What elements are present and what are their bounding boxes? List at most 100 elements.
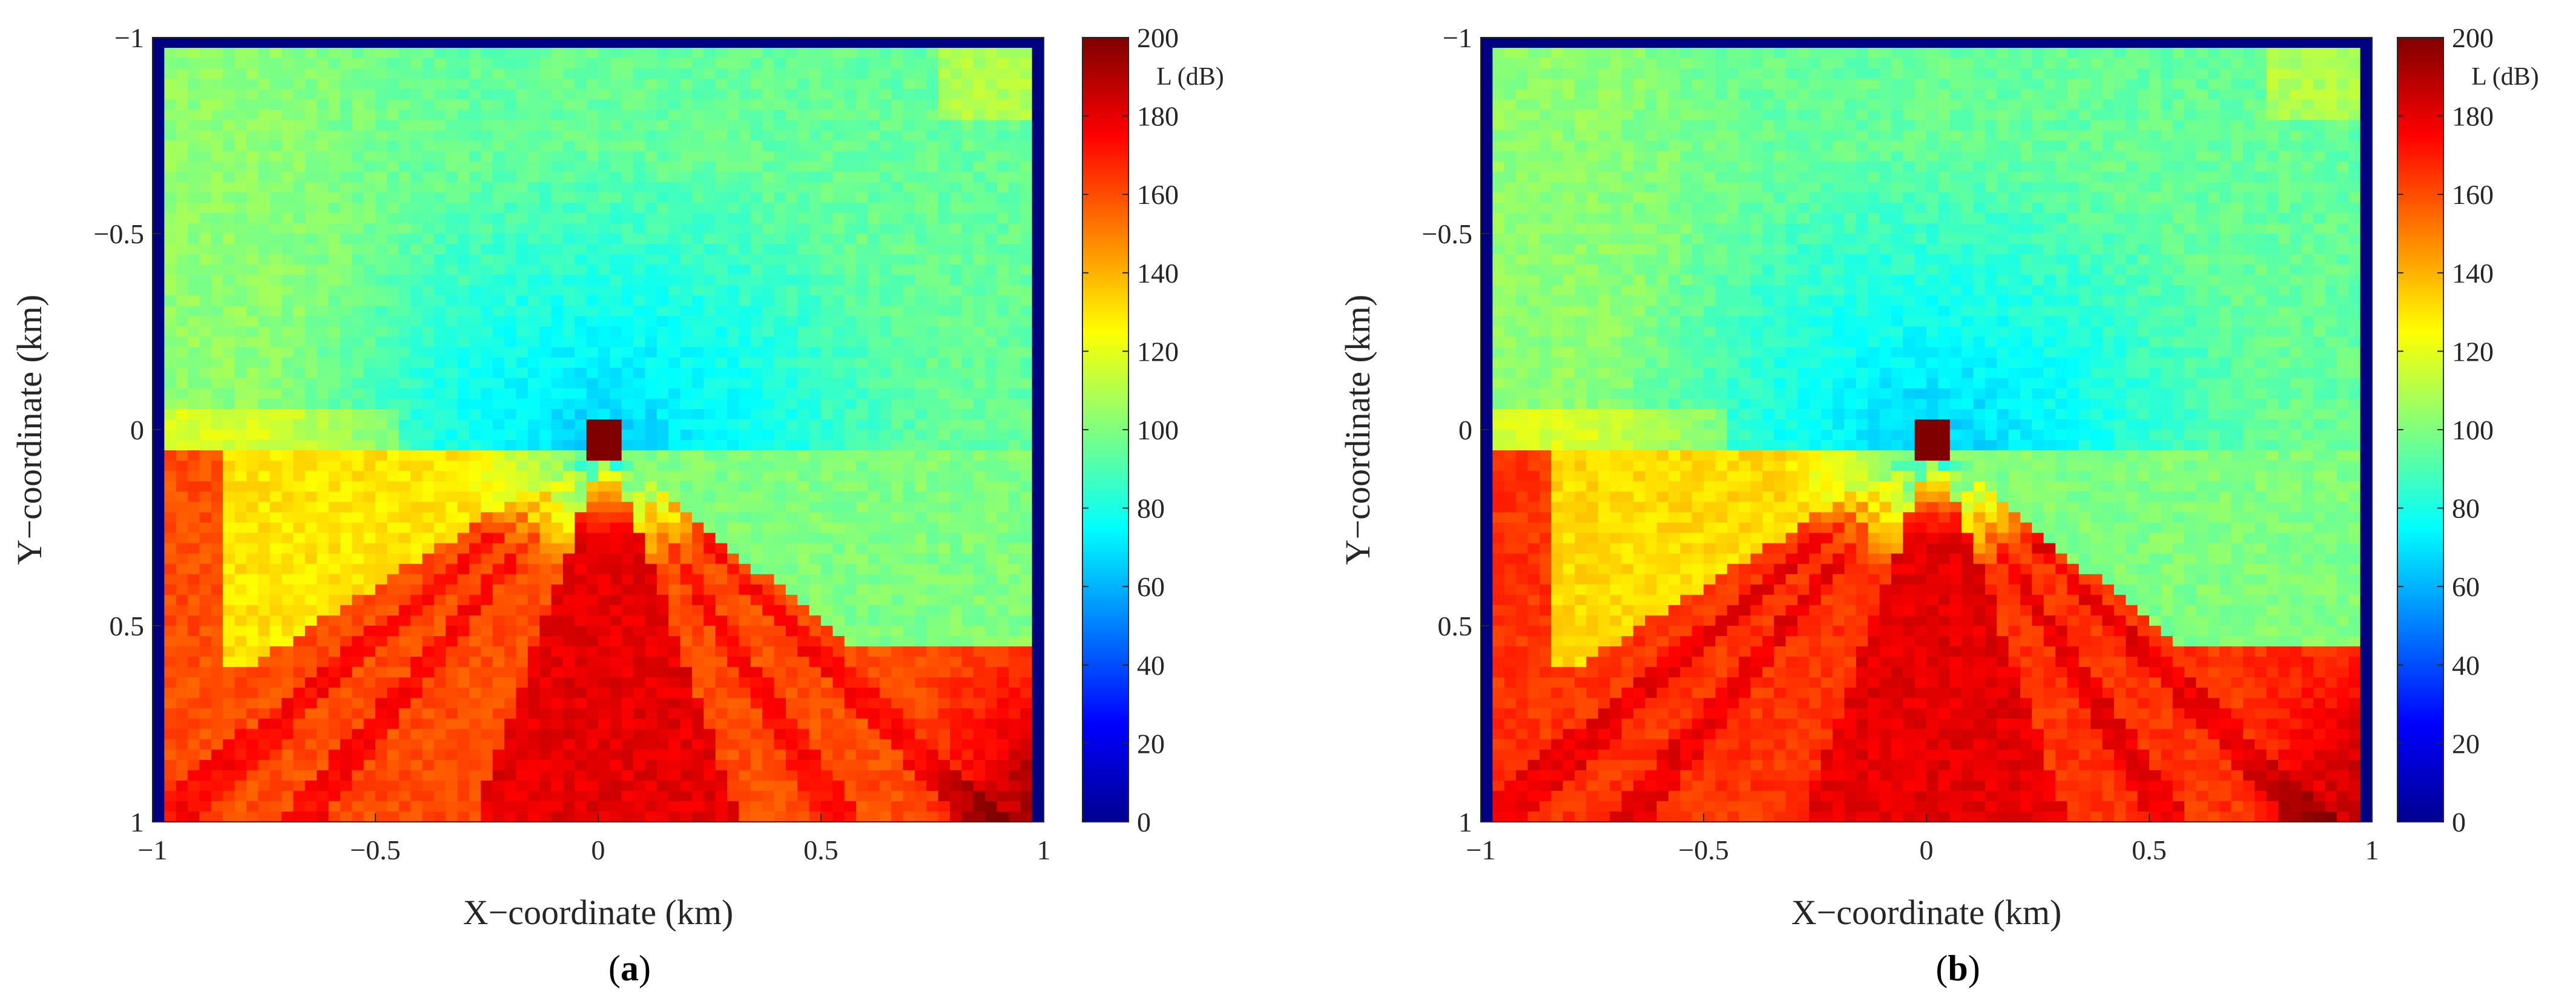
heatmap-cell xyxy=(985,430,998,441)
heatmap-cell xyxy=(1032,48,1044,59)
heatmap-cell xyxy=(176,481,188,493)
heatmap-cell xyxy=(586,151,599,162)
heatmap-cell xyxy=(821,285,834,297)
heatmap-cell xyxy=(398,594,411,606)
heatmap-cell xyxy=(527,687,540,699)
heatmap-cell xyxy=(562,244,576,255)
heatmap-cell xyxy=(621,234,634,244)
heatmap-cell xyxy=(856,522,869,534)
heatmap-cell xyxy=(282,553,294,565)
heatmap-cell xyxy=(317,130,329,142)
heatmap-cell xyxy=(903,502,915,513)
heatmap-cell xyxy=(774,605,786,616)
heatmap-cell xyxy=(433,79,447,90)
heatmap-cell xyxy=(668,347,681,358)
heatmap-cell xyxy=(492,708,505,720)
heatmap-cell xyxy=(856,491,869,503)
heatmap-cell xyxy=(586,563,599,575)
heatmap-cell xyxy=(188,79,200,90)
heatmap-cell xyxy=(750,306,763,317)
heatmap-cell xyxy=(868,223,880,234)
heatmap-cell xyxy=(797,430,810,441)
heatmap-cell xyxy=(645,316,657,327)
heatmap-cell xyxy=(469,594,482,606)
heatmap-cell xyxy=(750,367,763,379)
heatmap-cell xyxy=(621,192,634,203)
heatmap-cell xyxy=(996,140,1009,152)
heatmap-cell xyxy=(282,347,294,358)
heatmap-cell xyxy=(188,574,200,585)
heatmap-cell xyxy=(691,79,705,90)
heatmap-cell xyxy=(610,522,622,534)
heatmap-cell xyxy=(832,285,845,297)
heatmap-cell xyxy=(961,481,974,493)
heatmap-cell xyxy=(844,336,857,348)
heatmap-cell xyxy=(246,254,259,265)
heatmap-cell xyxy=(879,450,892,461)
heatmap-cell xyxy=(562,48,576,59)
heatmap-cell xyxy=(575,202,587,214)
heatmap-cell xyxy=(492,378,505,389)
heatmap-cell xyxy=(164,698,177,709)
heatmap-cell xyxy=(785,171,799,183)
heatmap-cell xyxy=(293,708,306,720)
heatmap-cell xyxy=(879,357,892,369)
heatmap-cell xyxy=(727,326,740,338)
heatmap-cell xyxy=(481,626,493,637)
heatmap-cell xyxy=(680,151,693,162)
heatmap-cell xyxy=(1020,336,1033,348)
heatmap-cell xyxy=(938,38,950,48)
heatmap-cell xyxy=(844,687,857,699)
heatmap-cell xyxy=(844,522,857,534)
heatmap-cell xyxy=(527,419,540,430)
heatmap-cell xyxy=(410,140,423,152)
heatmap-cell xyxy=(844,388,857,399)
heatmap-cell xyxy=(176,512,188,523)
heatmap-cell xyxy=(188,357,200,369)
heatmap-cell xyxy=(961,223,974,234)
heatmap-cell xyxy=(809,244,822,255)
heatmap-cell xyxy=(176,636,188,647)
heatmap-cell xyxy=(422,378,435,389)
heatmap-cell xyxy=(715,79,728,90)
heatmap-cell xyxy=(821,687,834,699)
heatmap-cell xyxy=(961,430,974,441)
heatmap-cell xyxy=(539,574,552,585)
heatmap-cell xyxy=(809,502,822,513)
heatmap-cell xyxy=(938,110,950,121)
heatmap-cell xyxy=(715,533,728,544)
heatmap-cell xyxy=(422,336,435,348)
heatmap-cell xyxy=(352,120,364,131)
heatmap-cell xyxy=(398,563,411,575)
heatmap-cell xyxy=(785,636,799,647)
heatmap-cell xyxy=(293,120,306,131)
heatmap-cell xyxy=(433,636,447,647)
heatmap-cell xyxy=(868,367,880,379)
heatmap-cell xyxy=(575,58,587,69)
heatmap-cell xyxy=(586,212,599,224)
heatmap-cell xyxy=(387,419,400,430)
heatmap-cell xyxy=(715,677,728,689)
heatmap-cell xyxy=(891,502,904,513)
heatmap-cell xyxy=(164,38,177,48)
heatmap-cell xyxy=(223,657,236,668)
heatmap-cell xyxy=(821,68,834,80)
heatmap-cell xyxy=(481,543,493,554)
heatmap-cell xyxy=(504,667,517,678)
heatmap-cell xyxy=(739,347,751,358)
heatmap-cell xyxy=(446,192,458,203)
heatmap-cell xyxy=(328,48,341,59)
heatmap-cell xyxy=(375,481,388,493)
heatmap-cell xyxy=(762,202,775,214)
heatmap-cell xyxy=(750,677,763,689)
heatmap-cell xyxy=(352,234,364,244)
heatmap-cell xyxy=(715,667,728,678)
heatmap-cell xyxy=(575,471,587,482)
heatmap-cell xyxy=(305,491,317,503)
heatmap-cell xyxy=(691,48,705,59)
heatmap-cell xyxy=(1008,563,1021,575)
heatmap-cell xyxy=(492,398,505,410)
heatmap-cell xyxy=(387,171,400,183)
heatmap-cell xyxy=(821,491,834,503)
heatmap-cell xyxy=(621,388,634,399)
